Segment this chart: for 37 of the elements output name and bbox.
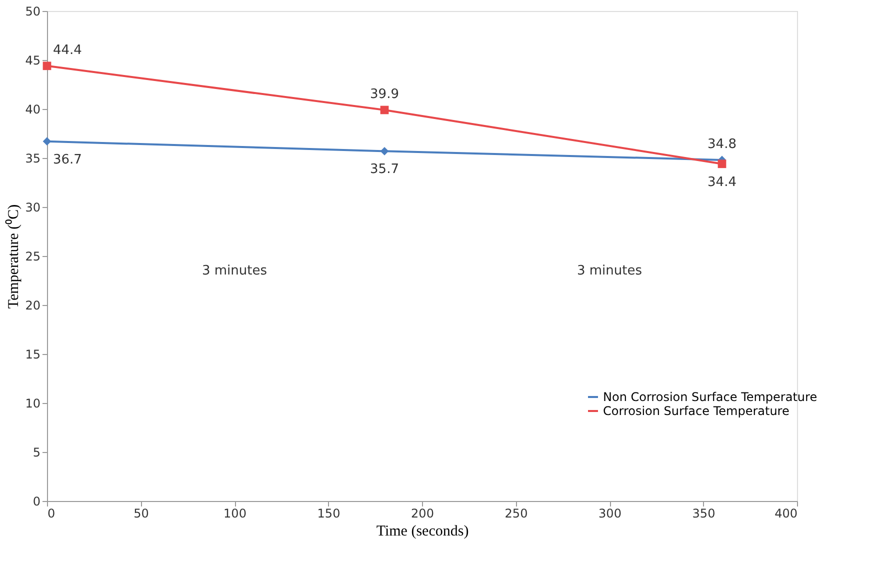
y-tick-label: 20 — [25, 298, 40, 312]
y-tick-label: 5 — [32, 446, 40, 460]
x-tick-label: 100 — [224, 506, 246, 520]
y-tick-label: 40 — [25, 102, 40, 116]
y-axis-title: Temperature (⁰C) — [5, 204, 22, 309]
x-tick-label: 250 — [504, 506, 528, 520]
data-label: 34.8 — [708, 136, 736, 152]
y-tick-label: 35 — [25, 152, 40, 166]
annotation: 3 minutes — [576, 264, 642, 279]
data-label: 36.7 — [53, 152, 82, 168]
legend-label: Non Corrosion Surface Temperature — [603, 390, 818, 404]
data-label: 35.7 — [370, 162, 399, 178]
point — [42, 62, 52, 70]
point — [718, 160, 726, 168]
x-tick-label: 150 — [317, 506, 340, 520]
point — [42, 137, 52, 146]
y-tick-label: 15 — [25, 348, 40, 362]
x-tick-label: 300 — [598, 506, 622, 520]
data-label: 44.4 — [53, 42, 82, 58]
x-tick-label: 0 — [48, 506, 56, 520]
x-tick-label: 400 — [774, 506, 798, 520]
x-tick-label: 200 — [411, 506, 434, 520]
point — [380, 146, 389, 156]
y-tick-label: 10 — [25, 396, 40, 410]
y-tick-label: 45 — [25, 54, 40, 68]
y-tick-label: 25 — [25, 250, 40, 264]
data-label: 34.4 — [708, 174, 736, 190]
y-tick-label: 30 — [25, 200, 40, 214]
point — [380, 106, 389, 114]
x-axis-title: Time (seconds) — [376, 524, 469, 540]
x-tick-label: 350 — [692, 506, 716, 520]
y-tick-label: 0 — [32, 494, 40, 508]
annotation: 3 minutes — [202, 264, 268, 279]
y-tick-label: 50 — [25, 4, 40, 18]
data-label: 39.9 — [370, 86, 399, 102]
legend-label: Corrosion Surface Temperature — [603, 404, 790, 418]
x-tick-label: 50 — [134, 506, 149, 520]
